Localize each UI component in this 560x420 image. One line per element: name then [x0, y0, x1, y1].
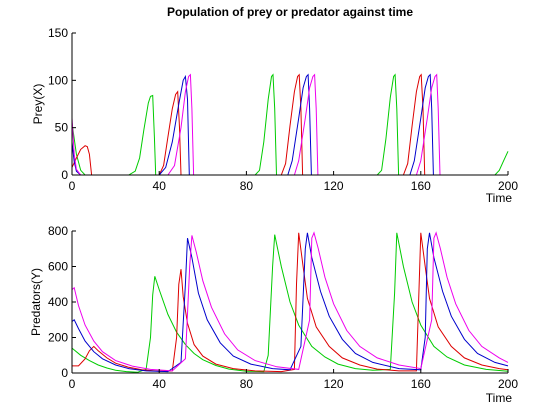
prey-series-line-4: [71, 73, 508, 176]
predator-series-line-1: [71, 232, 509, 373]
prey-x-label: Time: [486, 191, 513, 205]
prey-x-tick-label: 0: [69, 179, 76, 193]
predator-x-tick-label: 200: [498, 377, 518, 391]
predator-ticks: 0 40 80 120 160 200 0 200 400 600 800: [48, 224, 518, 391]
predator-series-line-3: [71, 232, 509, 373]
prey-y-tick-label: 50: [55, 121, 69, 135]
prey-series-line-2: [71, 73, 508, 176]
predator-x-label: Time: [486, 391, 513, 405]
predator-y-tick-label: 600: [48, 260, 68, 274]
predator-y-tick-label: 800: [48, 224, 68, 238]
predator-x-tick-label: 80: [240, 377, 254, 391]
prey-y-label: Prey(X): [31, 84, 45, 125]
predator-y-tick-label: 200: [48, 331, 68, 345]
prey-chart: Population of prey or predator against t…: [31, 5, 518, 205]
predator-y-tick-label: 0: [61, 366, 68, 380]
prey-y-tick-label: 150: [48, 26, 68, 40]
prey-x-tick-label: 80: [240, 179, 254, 193]
prey-x-tick-label: 160: [411, 179, 431, 193]
predator-chart: 0 40 80 120 160 200 0 200 400 600 800 Time Predato…: [29, 224, 518, 405]
predator-series-group: [71, 231, 509, 373]
predator-x-tick-label: 120: [324, 377, 344, 391]
predator-x-tick-label: 0: [69, 377, 76, 391]
prey-x-tick-label: 120: [324, 179, 344, 193]
predator-series-line-4: [71, 231, 509, 372]
predator-series-line-2: [72, 232, 509, 373]
prey-series-group: [71, 73, 509, 176]
prey-y-tick-label: 100: [48, 73, 68, 87]
predator-x-tick-label: 40: [153, 377, 167, 391]
prey-series-line-3: [71, 73, 508, 176]
chart-title: Population of prey or predator against t…: [167, 5, 413, 19]
predator-y-tick-label: 400: [48, 295, 68, 309]
prey-x-tick-label: 200: [498, 179, 518, 193]
predator-y-label: Predators(Y): [29, 268, 43, 336]
prey-ticks: 0 40 80 120 160 200 0 50 100 150: [48, 26, 518, 193]
prey-x-tick-label: 40: [153, 179, 167, 193]
predator-x-tick-label: 160: [411, 377, 431, 391]
prey-y-tick-label: 0: [61, 168, 68, 182]
prey-series-line-1: [71, 73, 509, 176]
